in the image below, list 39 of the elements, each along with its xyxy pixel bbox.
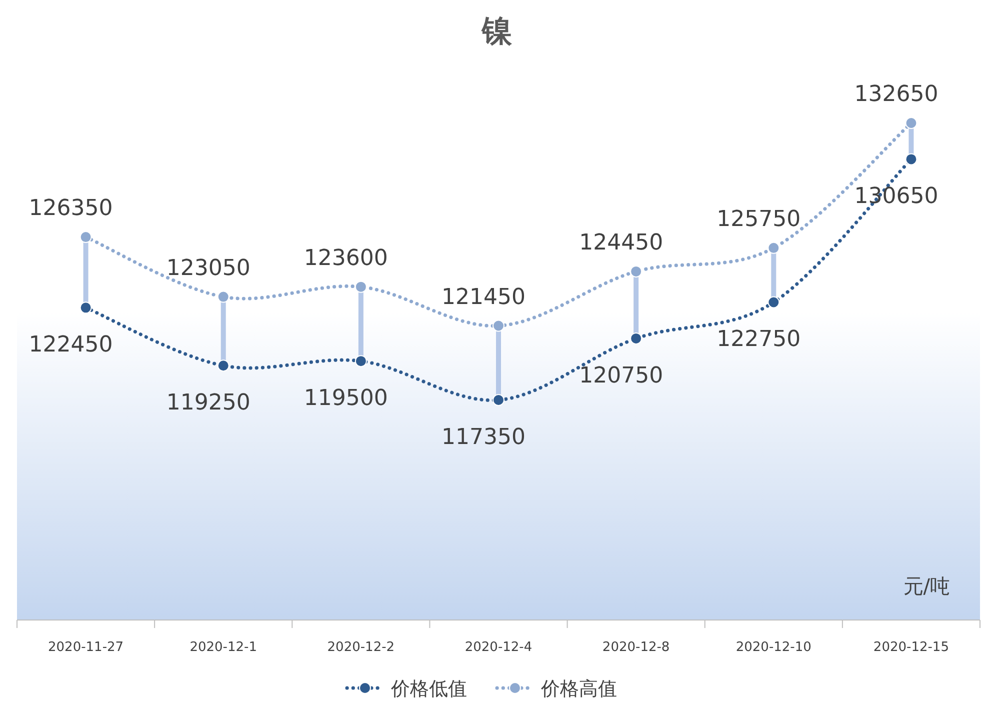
- legend-label: 价格低值: [390, 678, 467, 700]
- x-tick-label: 2020-12-10: [736, 640, 812, 655]
- point: [492, 394, 504, 406]
- data-label: 123050: [166, 256, 250, 281]
- point: [905, 117, 918, 129]
- point: [217, 360, 230, 372]
- data-label: 125750: [716, 206, 801, 232]
- point: [80, 302, 92, 314]
- x-tick-label: 2020-11-27: [48, 640, 124, 655]
- chart-title: 镍: [481, 14, 513, 49]
- point: [354, 355, 367, 368]
- data-label: 121450: [442, 284, 526, 310]
- x-tick-label: 2020-12-1: [190, 640, 257, 655]
- data-label: 122450: [28, 332, 113, 358]
- data-label: 126350: [28, 196, 113, 222]
- x-tick-label: 2020-12-4: [464, 640, 532, 655]
- point: [492, 320, 504, 332]
- point: [354, 280, 367, 293]
- x-tick-label: 2020-12-2: [327, 640, 395, 655]
- text: 元/吨: [903, 574, 950, 598]
- data-label: 119250: [166, 390, 250, 416]
- legend-label: 价格高值: [540, 678, 617, 700]
- data-label: 122750: [716, 327, 801, 352]
- point: [217, 290, 230, 303]
- x-tick-label: 2020-12-15: [873, 640, 949, 655]
- x-tick-label: 2020-12-8: [602, 640, 670, 655]
- point: [905, 153, 918, 166]
- data-label: 124450: [579, 230, 664, 256]
- data-label: 119500: [304, 386, 388, 412]
- data-label: 117350: [442, 425, 526, 450]
- data-label: 132650: [854, 82, 938, 107]
- data-label: 120750: [579, 363, 664, 388]
- point: [630, 265, 642, 278]
- point: [768, 296, 780, 308]
- data-label: 123600: [304, 246, 388, 271]
- point: [80, 231, 92, 244]
- point: [630, 332, 642, 344]
- data-label: 130650: [854, 184, 938, 210]
- point: [768, 242, 780, 254]
